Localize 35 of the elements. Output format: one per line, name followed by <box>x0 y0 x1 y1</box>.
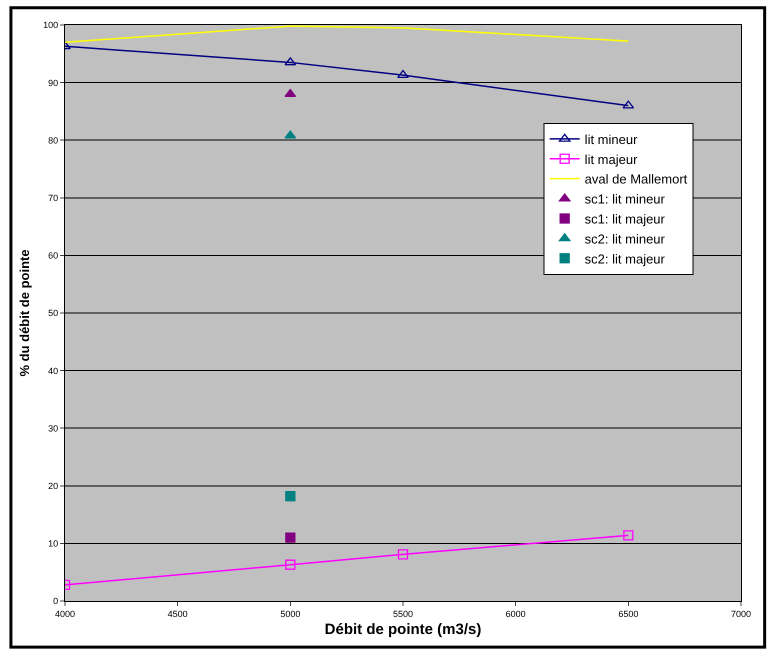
y-tick-label: 30 <box>48 423 58 434</box>
legend-label: sc2: lit mineur <box>584 231 666 246</box>
point <box>622 100 634 109</box>
legend-label: sc2: lit majeur <box>584 251 666 266</box>
y-tick-label: 40 <box>48 366 58 376</box>
point <box>623 530 634 540</box>
point <box>285 532 296 543</box>
y-tick-label: 90 <box>48 78 58 88</box>
point <box>285 491 296 502</box>
y-tick-label: 20 <box>48 480 58 491</box>
x-tick-label: 7000 <box>730 608 752 619</box>
x-tick-label: 5500 <box>392 608 414 619</box>
y-tick-label: 0 <box>53 596 58 606</box>
y-tick-label: 100 <box>43 20 58 30</box>
legend-label: aval de Mallemort <box>584 172 688 187</box>
legend-label: sc1: lit mineur <box>584 192 666 207</box>
y-tick-label: 10 <box>48 538 58 549</box>
point <box>397 70 409 78</box>
y-tick-label: 70 <box>48 192 58 203</box>
legend-label: sc1: lit majeur <box>584 212 666 227</box>
y-tick-label: 60 <box>48 250 58 261</box>
y-tick-label: 50 <box>48 308 58 318</box>
legend-label: lit majeur <box>584 152 638 167</box>
x-tick-label: 6000 <box>506 608 526 619</box>
legend-label: lit mineur <box>584 132 638 147</box>
point <box>285 560 296 570</box>
x-tick-label: 5000 <box>280 608 300 619</box>
y-tick-label: 80 <box>48 135 58 146</box>
x-axis-title: Débit de pointe (m3/s) <box>324 620 482 638</box>
x-tick-label: 4000 <box>54 608 76 619</box>
point <box>284 88 296 98</box>
point <box>398 549 408 560</box>
x-tick-label: 6500 <box>618 608 638 619</box>
x-tick-label: 4500 <box>168 608 188 619</box>
y-axis-title: % du débit de pointe <box>17 249 32 377</box>
